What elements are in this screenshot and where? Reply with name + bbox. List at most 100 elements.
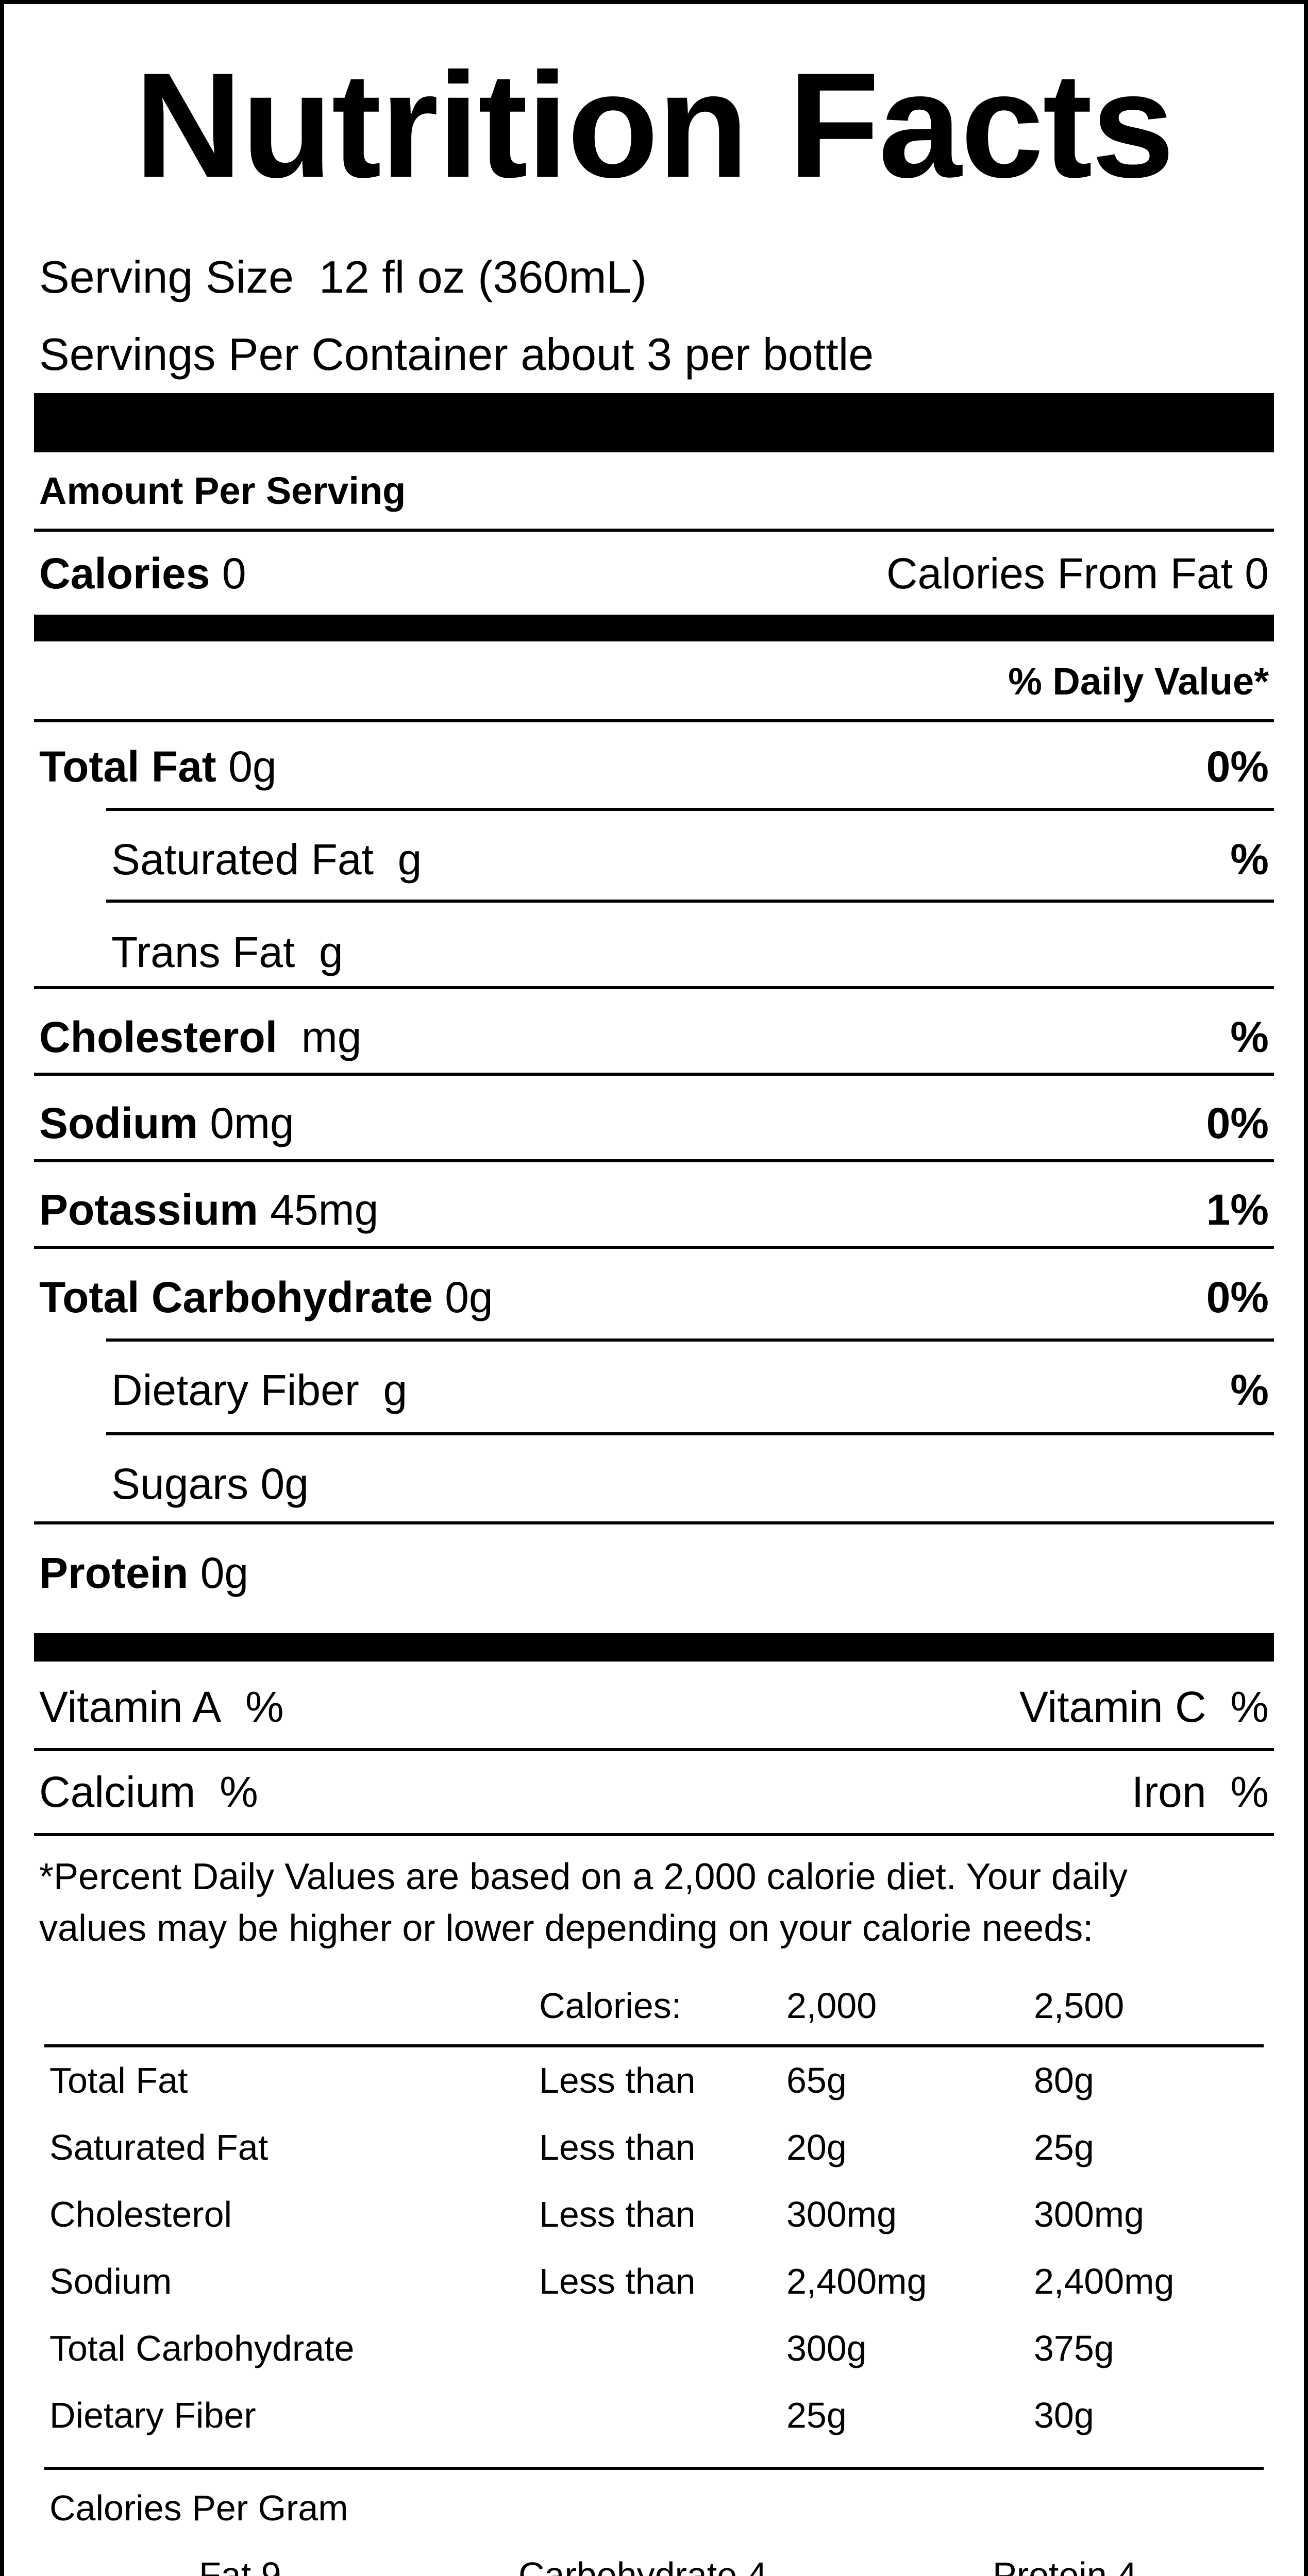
table-header-cell: Calories:	[539, 1986, 682, 2026]
divider	[34, 1073, 1274, 1076]
table-row: Total Carbohydrate 300g 375g	[49, 2325, 1259, 2392]
footnote-line-2: values may be higher or lower depending …	[39, 1908, 1094, 1949]
table-cell: 300mg	[1034, 2194, 1145, 2234]
nutrient-row-protein: Protein 0g	[39, 1547, 1269, 1599]
table-cell: Dietary Fiber	[49, 2395, 256, 2435]
nutrient-dv: %	[1230, 1366, 1269, 1414]
divider	[34, 1246, 1274, 1249]
table-cell: 25g	[786, 2395, 847, 2435]
servings-per-container-label: Servings Per Container	[39, 329, 508, 380]
nutrient-name: Sugars	[111, 1460, 249, 1508]
table-cell: Total Carbohydrate	[49, 2328, 355, 2368]
table-cell: 300g	[786, 2328, 867, 2368]
table-cell: 20g	[786, 2127, 847, 2167]
nutrient-dv: %	[1230, 835, 1269, 884]
nutrient-name: Trans Fat	[111, 928, 295, 976]
table-cell: Saturated Fat	[49, 2127, 269, 2167]
divider	[34, 719, 1274, 722]
iron-value: %	[1230, 1768, 1269, 1816]
divider	[44, 2467, 1264, 2470]
calories-label: Calories	[39, 549, 210, 598]
table-cell: 30g	[1034, 2395, 1094, 2435]
calories-from-fat: Calories From Fat 0	[886, 548, 1269, 599]
nutrient-row-saturated-fat: Saturated Fat g %	[111, 834, 1269, 885]
serving-size-value: 12 fl oz (360mL)	[318, 251, 647, 302]
nutrient-name: Total Carbohydrate	[39, 1273, 433, 1321]
nutrient-amount: mg	[289, 1013, 362, 1061]
nutrient-amount: 0g	[260, 1460, 309, 1508]
table-cell: Less than	[539, 2261, 696, 2301]
calories-per-gram-label: Calories Per Gram	[49, 2488, 348, 2528]
calories-from-fat-value: 0	[1245, 549, 1269, 598]
vitamin-a-label: Vitamin A	[39, 1683, 222, 1731]
serving-size: Serving Size 12 fl oz (360mL)	[39, 251, 647, 303]
thick-divider	[34, 393, 1274, 452]
calories-from-fat-label: Calories From Fat	[886, 549, 1233, 598]
calories-value: 0	[222, 549, 246, 598]
table-row: Dietary Fiber 25g 30g	[49, 2392, 1259, 2459]
nutrient-name: Cholesterol	[39, 1013, 278, 1061]
divider	[106, 1432, 1274, 1435]
table-cell: 80g	[1034, 2060, 1094, 2100]
nutrient-amount: g	[307, 928, 343, 976]
vitamin-a-value: %	[245, 1683, 284, 1731]
nutrient-dv: 0%	[1206, 742, 1269, 791]
medium-divider	[34, 1633, 1274, 1662]
label-title: Nutrition Facts	[134, 42, 1175, 209]
nutrient-amount: 0g	[445, 1273, 493, 1321]
table-cell: Less than	[539, 2127, 696, 2167]
calcium-value: %	[220, 1768, 258, 1816]
nutrient-name: Sodium	[39, 1099, 198, 1147]
table-cell: 25g	[1034, 2127, 1094, 2167]
nutrient-row-total-fat: Total Fat 0g 0%	[39, 741, 1269, 792]
calcium-label: Calcium	[39, 1768, 196, 1816]
calories-per-gram-carbohydrate: Carbohydrate 4	[518, 2555, 767, 2576]
nutrient-name: Dietary Fiber	[111, 1366, 359, 1414]
table-cell: 300mg	[786, 2194, 897, 2234]
nutrient-amount: g	[385, 835, 422, 884]
divider	[106, 808, 1274, 811]
daily-values-table-body: Total Fat Less than 65g 80g Saturated Fa…	[49, 2057, 1259, 2459]
servings-per-container-value: about 3 per bottle	[521, 329, 874, 380]
table-cell: 65g	[786, 2060, 847, 2100]
nutrient-name: Saturated Fat	[111, 835, 374, 884]
nutrient-amount: 0g	[200, 1549, 249, 1597]
nutrient-row-dietary-fiber: Dietary Fiber g %	[111, 1364, 1269, 1416]
nutrient-row-sugars: Sugars 0g	[111, 1458, 1269, 1510]
nutrient-row-sodium: Sodium 0mg 0%	[39, 1097, 1269, 1149]
nutrient-row-trans-fat: Trans Fat g	[111, 926, 1269, 978]
calories-per-gram-fat: Fat 9	[199, 2555, 281, 2576]
divider	[106, 1338, 1274, 1342]
divider	[34, 1748, 1274, 1751]
nutrient-name: Total Fat	[39, 742, 216, 791]
divider	[34, 1521, 1274, 1524]
serving-size-label: Serving Size	[39, 251, 294, 302]
table-cell: Cholesterol	[49, 2194, 232, 2234]
table-row: Saturated Fat Less than 20g 25g	[49, 2124, 1259, 2191]
nutrient-amount: g	[371, 1366, 408, 1414]
mineral-row: Calcium % Iron %	[39, 1766, 1269, 1818]
table-cell: 375g	[1034, 2328, 1114, 2368]
table-cell: Less than	[539, 2194, 696, 2234]
servings-per-container: Servings Per Container about 3 per bottl…	[39, 329, 874, 380]
table-header-cell: 2,000	[786, 1986, 877, 2026]
calories-per-gram-protein: Protein 4	[993, 2555, 1137, 2576]
nutrient-amount: 45mg	[270, 1185, 379, 1234]
vitamin-c-label: Vitamin C	[1019, 1683, 1206, 1731]
nutrient-name: Potassium	[39, 1185, 258, 1234]
nutrient-name: Protein	[39, 1549, 189, 1597]
nutrient-dv: 0%	[1206, 1099, 1269, 1147]
nutrient-dv: %	[1230, 1013, 1269, 1061]
calories: Calories 0	[39, 548, 246, 599]
nutrient-dv: 1%	[1206, 1185, 1269, 1234]
nutrient-row-cholesterol: Cholesterol mg %	[39, 1011, 1269, 1063]
table-row: Cholesterol Less than 300mg 300mg	[49, 2191, 1259, 2258]
divider	[44, 2044, 1264, 2047]
nutrient-amount: 0mg	[210, 1099, 294, 1147]
nutrient-dv: 0%	[1206, 1273, 1269, 1321]
iron-label: Iron	[1131, 1768, 1206, 1816]
amount-per-serving: Amount Per Serving	[39, 465, 1269, 517]
daily-value-header: % Daily Value*	[1008, 660, 1269, 703]
table-cell: 2,400mg	[786, 2261, 927, 2301]
divider	[34, 1833, 1274, 1836]
